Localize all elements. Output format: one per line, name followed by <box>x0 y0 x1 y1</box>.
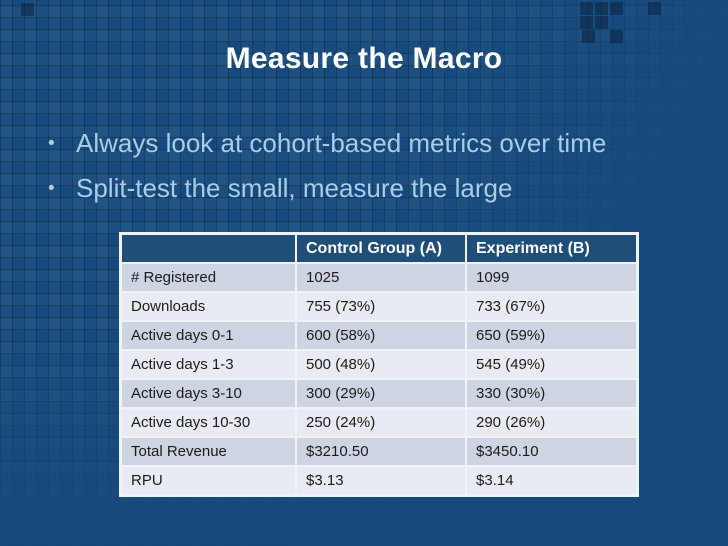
table-header-row: Control Group (A) Experiment (B) <box>122 235 636 262</box>
cell-control: 500 (48%) <box>297 351 465 378</box>
cell-experiment: 733 (67%) <box>467 293 636 320</box>
bg-accent-square <box>21 3 34 16</box>
cell-control: 300 (29%) <box>297 380 465 407</box>
table-row: Downloads 755 (73%) 733 (67%) <box>122 293 636 320</box>
bullet-text: Split-test the small, measure the large <box>76 173 513 203</box>
cell-metric: Downloads <box>122 293 295 320</box>
cell-experiment: 650 (59%) <box>467 322 636 349</box>
bg-accent-square <box>582 30 595 43</box>
table-row: Active days 0-1 600 (58%) 650 (59%) <box>122 322 636 349</box>
bg-accent-square <box>595 16 608 29</box>
bg-accent-square <box>595 2 608 15</box>
bullet-text: Always look at cohort-based metrics over… <box>76 128 607 158</box>
cell-metric: # Registered <box>122 264 295 291</box>
bullet-item: Always look at cohort-based metrics over… <box>42 121 712 166</box>
bg-accent-square <box>580 2 593 15</box>
cell-experiment: 1099 <box>467 264 636 291</box>
cell-experiment: 330 (30%) <box>467 380 636 407</box>
bullet-icon <box>48 121 55 166</box>
cell-experiment: 545 (49%) <box>467 351 636 378</box>
cell-metric: Active days 3-10 <box>122 380 295 407</box>
table-row: Total Revenue $3210.50 $3450.10 <box>122 438 636 465</box>
table-row: Active days 10-30 250 (24%) 290 (26%) <box>122 409 636 436</box>
bg-accent-square <box>610 2 623 15</box>
cell-experiment: 290 (26%) <box>467 409 636 436</box>
bg-accent-square <box>648 2 661 15</box>
cell-control: 755 (73%) <box>297 293 465 320</box>
cell-control: 250 (24%) <box>297 409 465 436</box>
table-row: Active days 1-3 500 (48%) 545 (49%) <box>122 351 636 378</box>
header-cell-experiment: Experiment (B) <box>467 235 636 262</box>
bullet-icon <box>48 166 55 211</box>
cell-control: $3.13 <box>297 467 465 494</box>
cell-metric: RPU <box>122 467 295 494</box>
cell-metric: Active days 1-3 <box>122 351 295 378</box>
cell-metric: Active days 0-1 <box>122 322 295 349</box>
bullet-list: Always look at cohort-based metrics over… <box>42 121 712 211</box>
cohort-metrics-table: Control Group (A) Experiment (B) # Regis… <box>119 232 639 497</box>
header-cell-control: Control Group (A) <box>297 235 465 262</box>
bg-accent-square <box>610 30 623 43</box>
cell-metric: Active days 10-30 <box>122 409 295 436</box>
bg-accent-square <box>580 16 593 29</box>
slide-title: Measure the Macro <box>225 42 503 75</box>
cell-experiment: $3.14 <box>467 467 636 494</box>
table-row: Active days 3-10 300 (29%) 330 (30%) <box>122 380 636 407</box>
cell-experiment: $3450.10 <box>467 438 636 465</box>
header-cell-metric <box>122 235 295 262</box>
cell-control: 600 (58%) <box>297 322 465 349</box>
bullet-item: Split-test the small, measure the large <box>42 166 712 211</box>
cell-control: 1025 <box>297 264 465 291</box>
table-row: RPU $3.13 $3.14 <box>122 467 636 494</box>
cell-metric: Total Revenue <box>122 438 295 465</box>
table-row: # Registered 1025 1099 <box>122 264 636 291</box>
cell-control: $3210.50 <box>297 438 465 465</box>
